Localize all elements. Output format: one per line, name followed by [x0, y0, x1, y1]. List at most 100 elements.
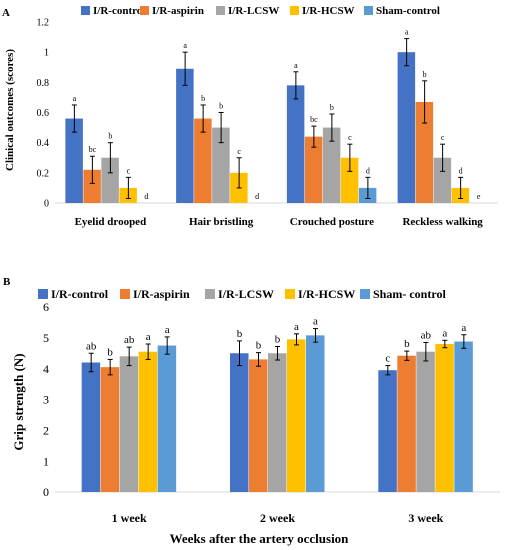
y-tick-label-b-6: 6	[43, 300, 49, 314]
bar-b-2-week-i-r-control	[230, 353, 249, 492]
bar-a-hair-bristling-i-r-control	[176, 68, 194, 203]
significance-letter-a-eyelid-drooped-i-r-control: a	[73, 94, 77, 103]
significance-letter-a-hair-bristling-i-r-control: a	[183, 41, 187, 50]
y-tick-label-a-1: 0.2	[37, 168, 50, 179]
legend-label-a-1: I/R-control	[93, 5, 145, 17]
bar-b-3-week-i-r-control	[378, 370, 397, 492]
significance-letter-a-crouched-posture-i-r-control: a	[294, 61, 298, 70]
bar-b-1-week-i-r-aspirin	[100, 367, 120, 492]
significance-letter-a-reckless-walking-i-r-control: a	[405, 28, 409, 37]
bar-b-2-week-sham-control	[306, 335, 325, 492]
panel-b-legend: I/R-control I/R-aspirin I/R-LCSW I/R-HCSW Sh…	[38, 287, 446, 301]
significance-letter-b-3-week-i-r-hcsw: a	[442, 327, 447, 339]
panel-b-label: B	[3, 276, 11, 288]
bar-b-3-week-sham-control	[454, 341, 473, 492]
x-tick-label-b-2-week: 2 week	[260, 511, 295, 525]
significance-letter-b-2-week-i-r-control: b	[237, 328, 243, 340]
significance-letter-b-1-week-i-r-control: ab	[86, 340, 97, 352]
legend-label-a-4: I/R-HCSW	[302, 5, 355, 17]
legend-swatch-b-3	[205, 289, 215, 299]
bar-b-1-week-sham-control	[157, 345, 177, 492]
bar-b-3-week-i-r-aspirin	[397, 355, 416, 492]
significance-letter-b-1-week-i-r-lcsw: ab	[124, 334, 135, 346]
significance-letter-a-eyelid-drooped-i-r-hcsw: c	[127, 166, 131, 175]
significance-letter-a-crouched-posture-sham-control: d	[366, 166, 370, 175]
bar-a-hair-bristling-i-r-lcsw	[212, 127, 230, 203]
panel-a-y-axis-label: Clinical outcomes (scores)	[4, 49, 16, 171]
significance-letter-a-reckless-walking-i-r-lcsw: c	[441, 133, 445, 142]
significance-letter-b-3-week-sham-control: a	[461, 322, 466, 334]
legend-swatch-a-3	[216, 6, 225, 15]
legend-swatch-b-4	[285, 289, 295, 299]
y-tick-label-a-2: 0.4	[37, 138, 50, 149]
legend-swatch-a-5	[364, 6, 373, 15]
bar-a-reckless-walking-i-r-control	[397, 52, 416, 203]
legend-swatch-b-1	[38, 289, 48, 299]
bar-a-reckless-walking-i-r-aspirin	[415, 101, 434, 203]
legend-swatch-a-1	[81, 6, 90, 15]
legend-label-a-2: I/R-aspirin	[152, 5, 204, 17]
panel-a-legend: I/R-control I/R-aspirin I/R-LCSW I/R-HCSW Sh…	[81, 5, 440, 17]
significance-letter-b-1-week-i-r-aspirin: b	[107, 346, 113, 358]
significance-letter-a-crouched-posture-i-r-hcsw: c	[348, 133, 352, 142]
panel-a-label: A	[2, 7, 10, 19]
y-tick-label-a-5: 1	[44, 48, 49, 59]
bar-b-2-week-i-r-hcsw	[287, 339, 306, 492]
x-tick-label-a-reckless-walking: Reckless walking	[402, 216, 483, 228]
y-tick-label-a-3: 0.6	[37, 108, 50, 119]
legend-swatch-b-5	[360, 289, 370, 299]
legend-swatch-a-4	[290, 6, 299, 15]
y-tick-label-b-4: 4	[43, 362, 49, 376]
panel-b: B I/R-control I/R-aspirin I/R-LCSW I/R-HCSW…	[3, 276, 500, 546]
significance-letter-b-2-week-i-r-aspirin: b	[256, 340, 262, 352]
significance-letter-b-3-week-i-r-lcsw: ab	[421, 329, 432, 341]
legend-swatch-a-2	[140, 6, 149, 15]
y-tick-label-b-2: 2	[43, 424, 49, 438]
legend-label-b-3: I/R-LCSW	[218, 287, 274, 301]
bar-a-crouched-posture-i-r-aspirin	[304, 136, 323, 203]
significance-letter-a-hair-bristling-sham-control: d	[255, 192, 259, 201]
significance-letter-a-crouched-posture-i-r-aspirin: bc	[310, 115, 318, 124]
bar-a-reckless-walking-i-r-lcsw	[433, 157, 452, 203]
y-tick-label-a-4: 0.8	[37, 78, 50, 89]
legend-label-a-5: Sham-control	[376, 5, 440, 17]
significance-letter-a-hair-bristling-i-r-aspirin: b	[201, 94, 205, 103]
significance-letter-b-3-week-i-r-aspirin: b	[404, 338, 410, 350]
bar-b-2-week-i-r-lcsw	[268, 353, 287, 492]
significance-letter-b-2-week-sham-control: a	[313, 316, 318, 328]
significance-letter-b-2-week-i-r-lcsw: b	[275, 333, 281, 345]
bar-b-1-week-i-r-hcsw	[138, 351, 158, 492]
legend-label-b-4: I/R-HCSW	[298, 287, 355, 301]
legend-label-a-3: I/R-LCSW	[228, 5, 279, 17]
bar-a-eyelid-drooped-i-r-control	[65, 118, 83, 203]
x-tick-label-a-crouched-posture: Crouched posture	[290, 216, 374, 228]
y-tick-label-b-5: 5	[43, 331, 49, 345]
bar-b-1-week-i-r-control	[81, 362, 101, 492]
y-tick-label-a-0: 0	[44, 199, 49, 210]
significance-letter-a-eyelid-drooped-i-r-aspirin: bc	[89, 145, 97, 154]
bar-a-crouched-posture-i-r-control	[286, 85, 305, 203]
significance-letter-b-1-week-i-r-hcsw: a	[146, 331, 151, 343]
x-tick-label-b-1-week: 1 week	[112, 511, 147, 525]
bar-b-1-week-i-r-lcsw	[119, 356, 139, 492]
bar-a-eyelid-drooped-i-r-aspirin	[83, 169, 101, 203]
bar-b-2-week-i-r-aspirin	[249, 359, 268, 492]
significance-letter-a-reckless-walking-i-r-aspirin: b	[423, 70, 427, 79]
significance-letter-b-2-week-i-r-hcsw: a	[294, 321, 299, 333]
bar-a-hair-bristling-i-r-aspirin	[194, 118, 212, 203]
y-tick-label-b-3: 3	[43, 393, 49, 407]
panel-a: A I/R-control I/R-aspirin I/R-LCSW I/R-HCSW…	[2, 5, 498, 228]
y-tick-label-b-0: 0	[43, 485, 49, 499]
significance-letter-a-hair-bristling-i-r-hcsw: c	[237, 147, 241, 156]
legend-label-b-5: Sham- control	[373, 287, 446, 301]
x-tick-label-b-3-week: 3 week	[408, 511, 443, 525]
significance-letter-a-eyelid-drooped-i-r-lcsw: b	[108, 132, 112, 141]
x-tick-label-a-hair-bristling: Hair bristling	[189, 216, 254, 228]
significance-letter-a-reckless-walking-i-r-hcsw: d	[459, 166, 463, 175]
y-tick-label-b-1: 1	[43, 454, 49, 468]
bar-a-eyelid-drooped-i-r-lcsw	[101, 157, 119, 203]
significance-letter-b-3-week-i-r-control: c	[385, 353, 390, 365]
